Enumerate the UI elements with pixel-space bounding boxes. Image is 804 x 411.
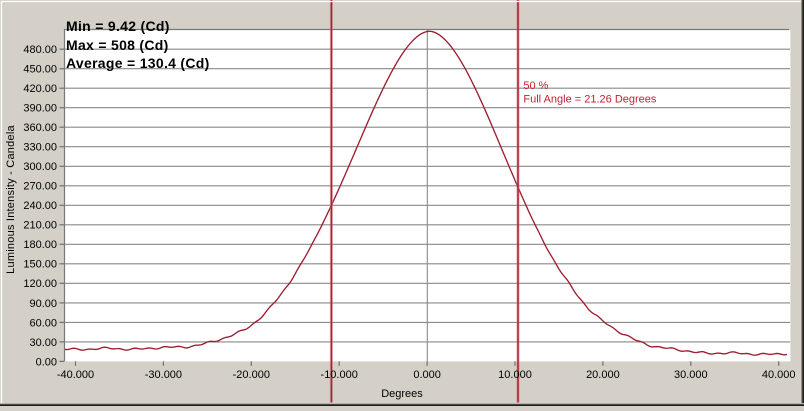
svg-text:-30.000: -30.000 [145, 369, 182, 381]
svg-text:Min = 9.42 (Cd): Min = 9.42 (Cd) [66, 18, 170, 34]
svg-text:450.00: 450.00 [23, 64, 57, 76]
svg-text:Luminous Intensity - Candela: Luminous Intensity - Candela [5, 125, 17, 274]
svg-text:150.00: 150.00 [23, 259, 57, 271]
svg-text:30.00: 30.00 [29, 337, 57, 349]
svg-text:20.000: 20.000 [586, 369, 620, 381]
svg-text:Average = 130.4 (Cd): Average = 130.4 (Cd) [66, 55, 210, 71]
svg-text:Degrees: Degrees [381, 388, 423, 400]
svg-text:-20.000: -20.000 [233, 369, 270, 381]
svg-text:480.00: 480.00 [23, 44, 57, 56]
svg-text:90.00: 90.00 [29, 298, 57, 310]
svg-text:300.00: 300.00 [23, 161, 57, 173]
svg-text:420.00: 420.00 [23, 83, 57, 95]
svg-text:240.00: 240.00 [23, 200, 57, 212]
svg-text:30.000: 30.000 [674, 369, 708, 381]
svg-text:50 %: 50 % [523, 80, 548, 92]
svg-text:40.000: 40.000 [762, 369, 796, 381]
svg-text:120.00: 120.00 [23, 278, 57, 290]
svg-text:Max = 508 (Cd): Max = 508 (Cd) [66, 37, 169, 53]
svg-text:210.00: 210.00 [23, 220, 57, 232]
svg-text:0.00: 0.00 [36, 356, 57, 368]
svg-text:390.00: 390.00 [23, 103, 57, 115]
svg-text:-10.000: -10.000 [321, 369, 358, 381]
svg-text:0.000: 0.000 [413, 369, 441, 381]
svg-text:360.00: 360.00 [23, 122, 57, 134]
svg-text:60.00: 60.00 [29, 317, 57, 329]
svg-text:270.00: 270.00 [23, 181, 57, 193]
svg-text:330.00: 330.00 [23, 142, 57, 154]
svg-text:-40.000: -40.000 [57, 369, 94, 381]
svg-text:180.00: 180.00 [23, 239, 57, 251]
svg-text:10.000: 10.000 [498, 369, 532, 381]
svg-text:Full Angle = 21.26 Degrees: Full Angle = 21.26 Degrees [523, 94, 657, 106]
